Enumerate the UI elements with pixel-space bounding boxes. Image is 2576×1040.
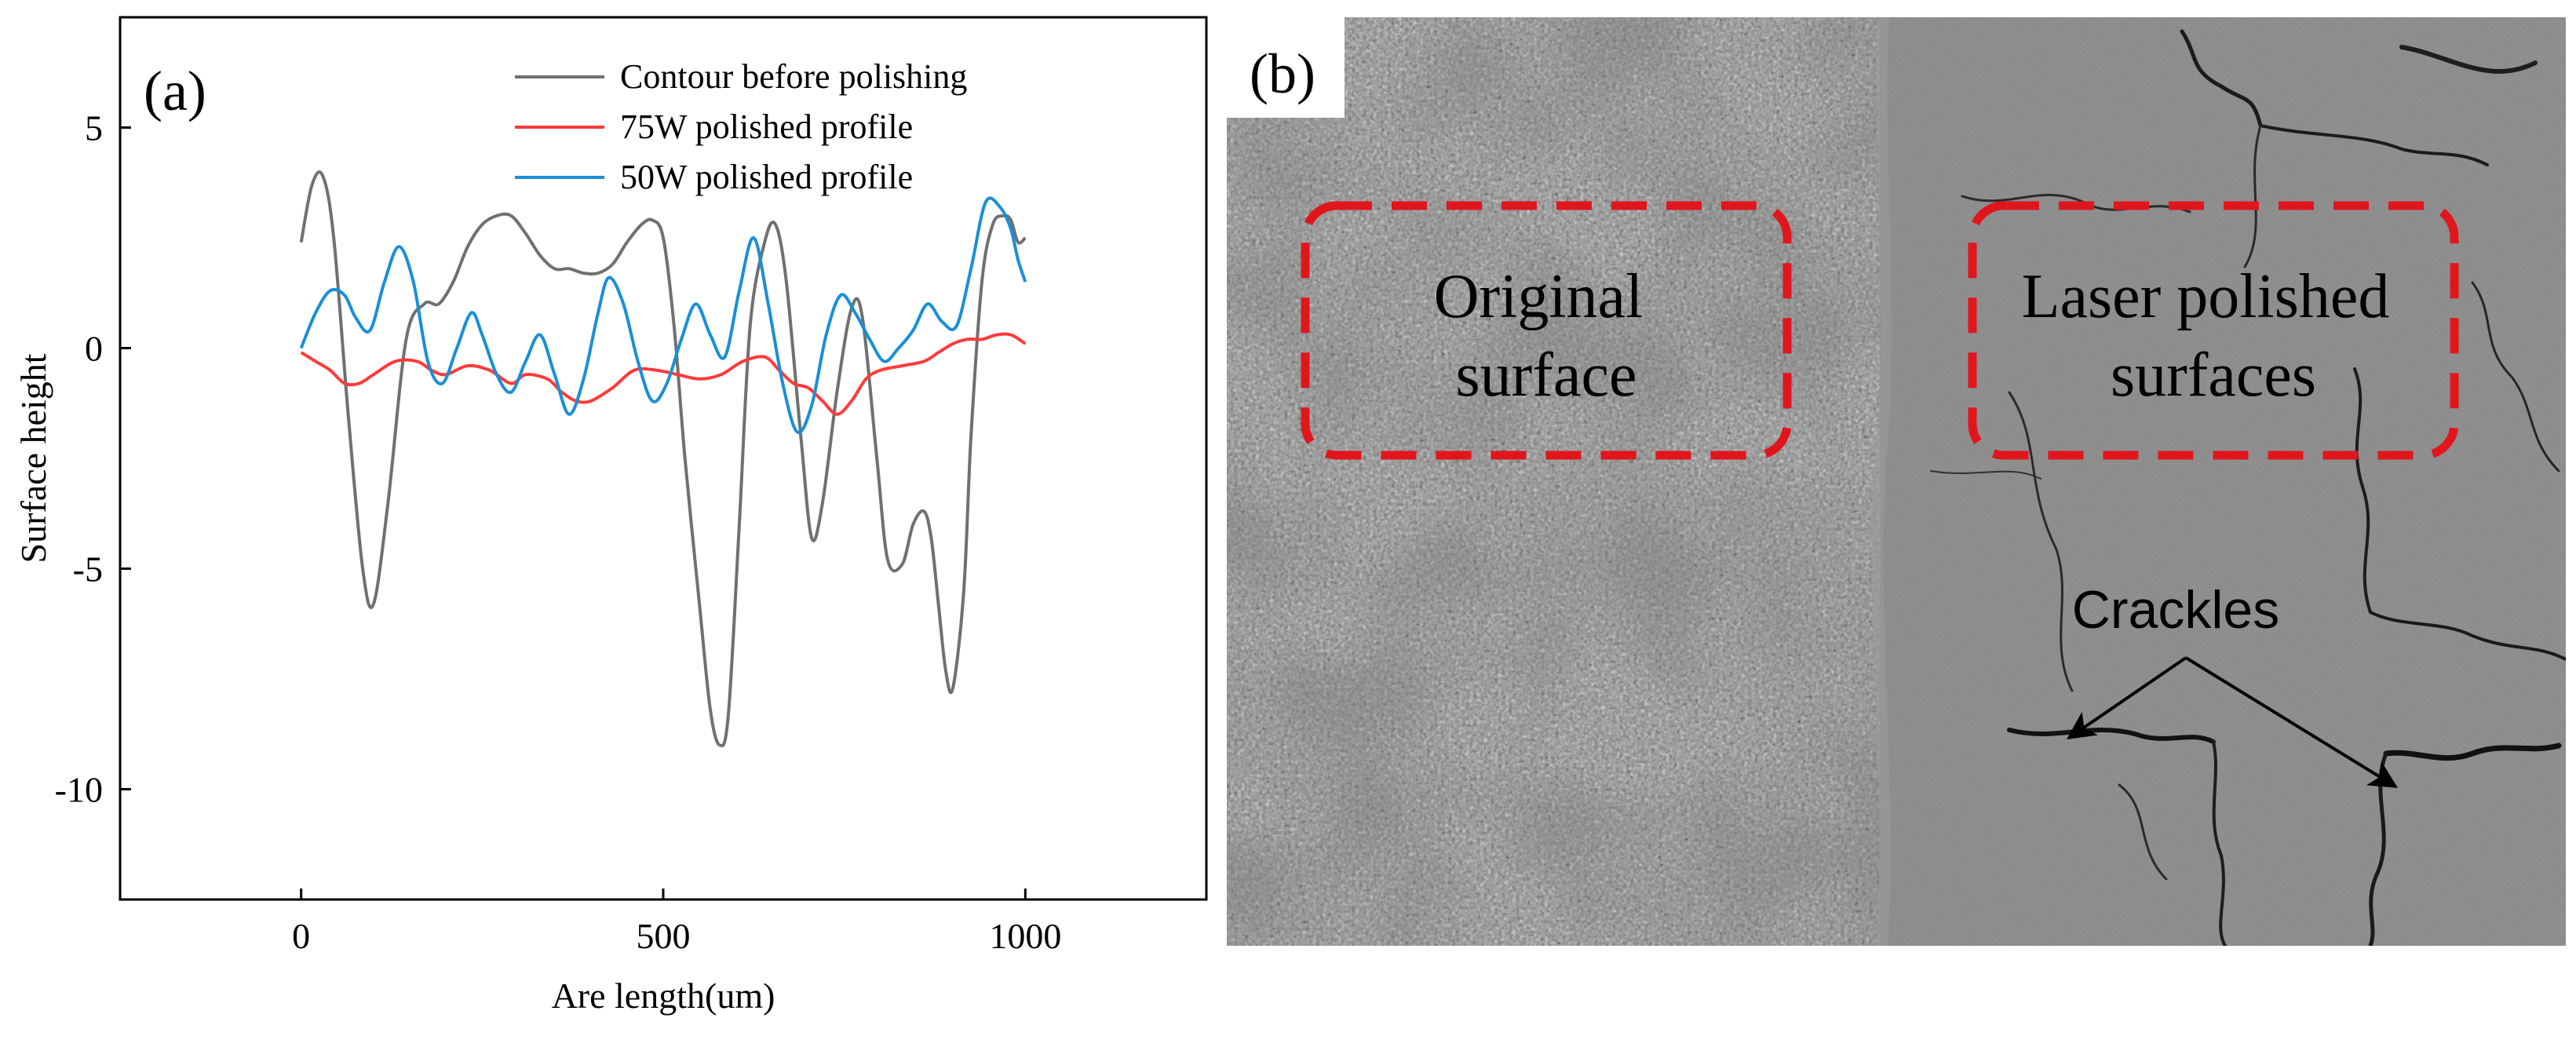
crackles-arrow-right <box>2184 656 2399 788</box>
sem-texture-right <box>1880 17 2566 946</box>
original-surface-label: Original surface <box>1434 262 1659 410</box>
info-column: Column Mode = Analytic <box>1990 1003 2176 1023</box>
original-surface-box <box>1301 201 1792 460</box>
legend-label: 75W polished profile <box>620 108 913 146</box>
panel-label-b: (b) <box>1250 42 1315 105</box>
info-bar-bg <box>1227 946 2566 1040</box>
panel-label-a: (a) <box>144 60 206 122</box>
info-probe: I Probe = 200.0 nA <box>1287 975 1436 994</box>
series-layer <box>299 170 1027 748</box>
sem-info-bar: ZEISS Mag = 200 X I Probe = 200.0 nA Gem… <box>1227 946 2566 1040</box>
info-mag: Mag = 200 X <box>1287 951 1396 971</box>
y-tick-label: -10 <box>55 770 103 810</box>
panel-label-b-bg <box>1227 17 1345 118</box>
y-axis-label: Surface height <box>13 353 53 563</box>
plot-frame <box>119 16 1208 901</box>
original-label-line1: Original <box>1434 262 1644 331</box>
zeiss-logo <box>1228 950 1277 995</box>
series-line-75w-polished-profile <box>300 332 1027 416</box>
crackles-label: Crackles <box>2072 580 2280 640</box>
x-tick-label: 1000 <box>989 916 1061 956</box>
sem-boundary <box>1872 17 1892 946</box>
info-time: Time :19:35:32 <box>2446 951 2562 971</box>
info-noise: Noise Reduction = Line Int. Busy <box>1475 1003 1728 1023</box>
axis-ticks: 0 500 1000 5 0 -5 -10 <box>55 108 1062 957</box>
crackles-arrow-left <box>2067 656 2187 740</box>
y-tick-label: 0 <box>85 329 103 369</box>
y-tick-label: -5 <box>73 549 103 589</box>
x-tick-label: 0 <box>292 916 310 956</box>
info-date: Date :27 Jan 2024 <box>2276 951 2417 971</box>
laser-polished-box <box>1968 201 2459 460</box>
x-tick-label: 500 <box>637 916 691 956</box>
legend-label: 50W polished profile <box>620 158 913 196</box>
info-eht: EHT = 5.00 kV <box>1829 951 1953 971</box>
laser-label-line2: surfaces <box>2111 341 2316 410</box>
info-wd: WD = 7.3 mm <box>1666 951 1776 971</box>
laser-polished-label: Laser polished surfaces <box>2022 262 2406 410</box>
series-line-contour-before-polishing <box>299 170 1027 748</box>
zeiss-logo-text: ZEISS <box>1234 967 1272 982</box>
legend: Contour before polishing 75W polished pro… <box>515 57 967 196</box>
y-tick-label: 5 <box>85 108 103 148</box>
series-line-50w-polished-profile <box>299 196 1027 435</box>
line-chart-panel: 0 500 1000 5 0 -5 -10 (a) Contour before polis… <box>13 16 1208 1016</box>
info-scale: 20 µm <box>1474 951 1523 971</box>
x-axis-label: Are length(um) <box>552 976 775 1016</box>
original-label-line2: surface <box>1456 341 1637 410</box>
legend-label: Contour before polishing <box>620 57 967 96</box>
info-signal: Signal A = InLens <box>2031 951 2166 971</box>
sem-image-panel: Original surface Laser polished surfaces… <box>1227 17 2566 1040</box>
info-instrument: GeminiSEM 300-71-11 <box>1230 1003 1404 1023</box>
sem-dark-patches <box>1227 17 1891 946</box>
laser-label-line1: Laser polished <box>2022 262 2390 331</box>
info-vacuum: System Vacuum = 6.21e-06 mbar <box>2276 975 2534 994</box>
